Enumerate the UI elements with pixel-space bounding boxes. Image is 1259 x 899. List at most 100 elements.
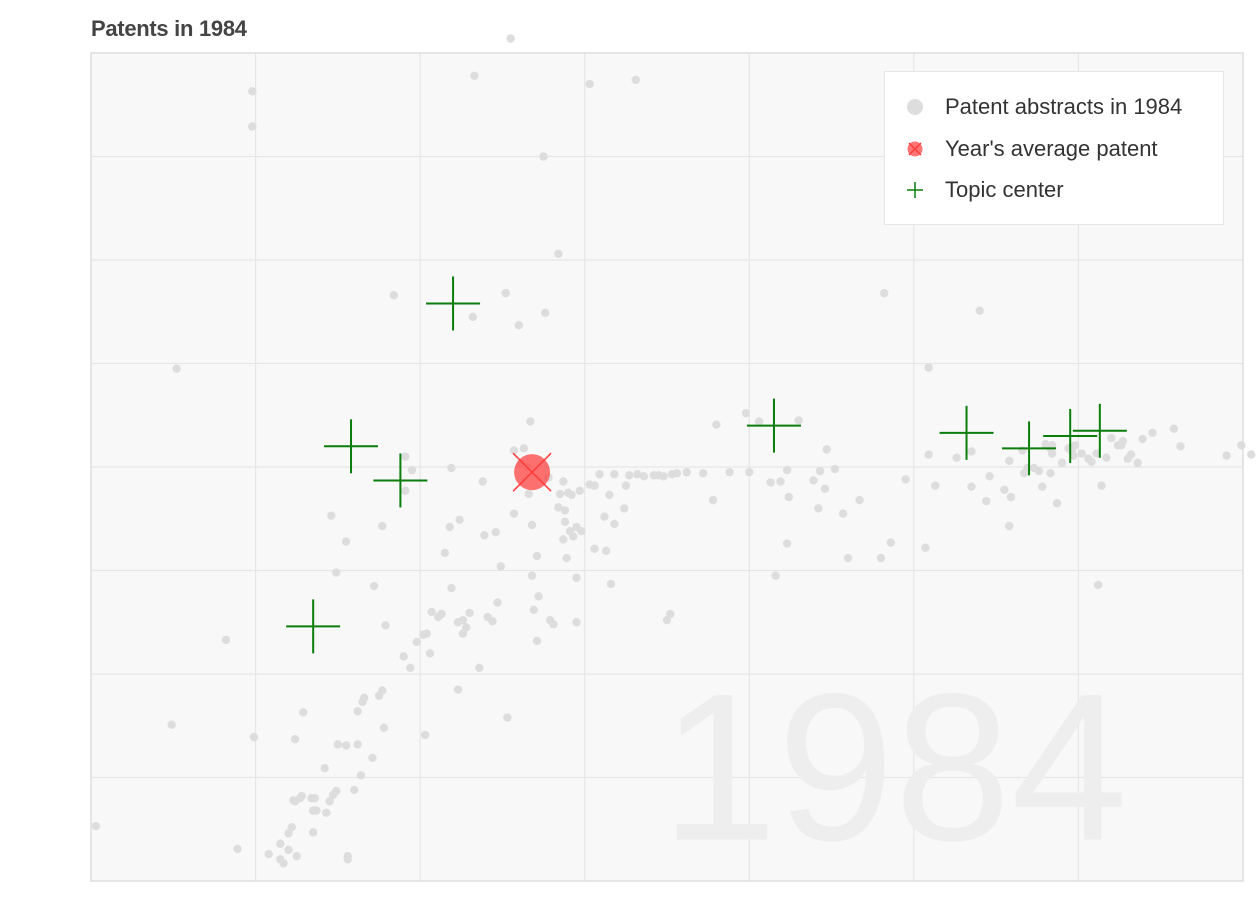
patent-point[interactable] [809, 476, 818, 485]
patent-point[interactable] [794, 416, 803, 425]
patent-point[interactable] [1005, 521, 1014, 531]
patent-point[interactable] [639, 472, 649, 481]
patent-point[interactable] [745, 467, 754, 477]
patent-point[interactable] [509, 446, 519, 455]
patent-point[interactable] [555, 489, 565, 499]
patent-point[interactable] [399, 652, 408, 661]
patent-point[interactable] [290, 735, 300, 744]
patent-point[interactable] [1148, 428, 1157, 438]
patent-point[interactable] [248, 122, 257, 131]
patent-point[interactable] [279, 859, 288, 868]
patent-point[interactable] [1176, 442, 1185, 451]
patent-point[interactable] [308, 828, 318, 837]
patent-point[interactable] [378, 521, 387, 531]
patent-point[interactable] [585, 79, 594, 89]
patent-point[interactable] [982, 496, 991, 506]
patent-point[interactable] [590, 481, 599, 490]
patent-point[interactable] [924, 450, 933, 459]
patent-point[interactable] [1047, 441, 1057, 450]
patent-point[interactable] [1247, 450, 1256, 459]
patent-point[interactable] [600, 512, 609, 521]
patent-point[interactable] [1093, 580, 1103, 590]
patent-point[interactable] [527, 571, 537, 580]
patent-point[interactable] [532, 551, 542, 561]
patent-point[interactable] [526, 417, 535, 426]
patent-point[interactable] [320, 763, 329, 773]
patent-point[interactable] [541, 308, 550, 317]
patent-point[interactable] [491, 528, 501, 537]
patent-point[interactable] [524, 489, 533, 499]
patent-point[interactable] [830, 464, 840, 474]
patent-point[interactable] [412, 637, 422, 647]
patent-point[interactable] [560, 506, 570, 515]
patent-point[interactable] [379, 723, 389, 733]
patent-point[interactable] [1067, 447, 1077, 456]
patent-point[interactable] [590, 544, 599, 553]
patent-point[interactable] [480, 531, 489, 540]
patent-point[interactable] [534, 592, 543, 601]
patent-point[interactable] [606, 579, 616, 589]
patent-point[interactable] [855, 495, 864, 505]
patent-point[interactable] [284, 845, 293, 855]
patent-point[interactable] [559, 535, 568, 544]
patent-point[interactable] [509, 509, 519, 518]
patent-point[interactable] [559, 477, 568, 486]
legend-item-patents[interactable]: Patent abstracts in 1984 [885, 92, 1182, 122]
patent-point[interactable] [284, 829, 293, 838]
patent-point[interactable] [407, 465, 417, 475]
patent-point[interactable] [699, 469, 708, 478]
patent-point[interactable] [353, 740, 362, 749]
patent-point[interactable] [975, 306, 984, 315]
patent-point[interactable] [838, 509, 848, 518]
patent-point[interactable] [814, 504, 823, 513]
patent-point[interactable] [1118, 436, 1128, 446]
patent-point[interactable] [1077, 449, 1086, 458]
legend-item-topic-center[interactable]: Topic center [885, 175, 1064, 205]
patent-point[interactable] [406, 663, 415, 672]
patent-point[interactable] [1087, 457, 1096, 467]
patent-point[interactable] [1005, 456, 1014, 465]
patent-point[interactable] [445, 522, 454, 532]
patent-point[interactable] [488, 617, 497, 626]
patent-point[interactable] [514, 321, 524, 330]
patent-point[interactable] [1038, 482, 1047, 491]
patent-point[interactable] [248, 87, 257, 96]
patent-point[interactable] [458, 629, 468, 638]
patent-point[interactable] [276, 839, 285, 848]
patent-point[interactable] [931, 481, 940, 490]
patent-point[interactable] [493, 598, 502, 607]
patent-point[interactable] [333, 740, 343, 749]
patent-point[interactable] [447, 463, 456, 473]
patent-point[interactable] [741, 408, 751, 418]
patent-point[interactable] [624, 471, 634, 480]
patent-point[interactable] [287, 822, 296, 832]
patent-point[interactable] [322, 808, 331, 817]
patent-point[interactable] [952, 453, 961, 462]
patent-point[interactable] [754, 417, 764, 426]
patent-point[interactable] [967, 447, 976, 456]
patent-point[interactable] [527, 520, 537, 530]
patent-point[interactable] [1237, 441, 1246, 450]
topic-center-point[interactable] [939, 405, 994, 460]
patent-point[interactable] [91, 821, 101, 831]
patent-point[interactable] [621, 481, 631, 490]
patent-point[interactable] [470, 71, 479, 80]
patent-point[interactable] [359, 693, 369, 703]
patent-point[interactable] [784, 492, 793, 502]
patent-point[interactable] [465, 608, 474, 618]
patent-point[interactable] [167, 720, 176, 729]
topic-center-point[interactable] [1072, 403, 1127, 458]
patent-point[interactable] [549, 620, 558, 629]
patent-point[interactable] [901, 475, 910, 484]
patent-point[interactable] [610, 470, 619, 479]
patent-point[interactable] [1046, 469, 1055, 478]
patent-point[interactable] [1169, 424, 1179, 433]
patent-point[interactable] [381, 621, 390, 630]
patent-point[interactable] [886, 538, 896, 547]
patent-point[interactable] [820, 484, 830, 493]
patent-point[interactable] [350, 785, 359, 795]
patent-point[interactable] [562, 553, 571, 563]
patent-point[interactable] [1107, 433, 1116, 443]
patent-point[interactable] [356, 771, 366, 780]
patent-point[interactable] [1034, 466, 1044, 476]
